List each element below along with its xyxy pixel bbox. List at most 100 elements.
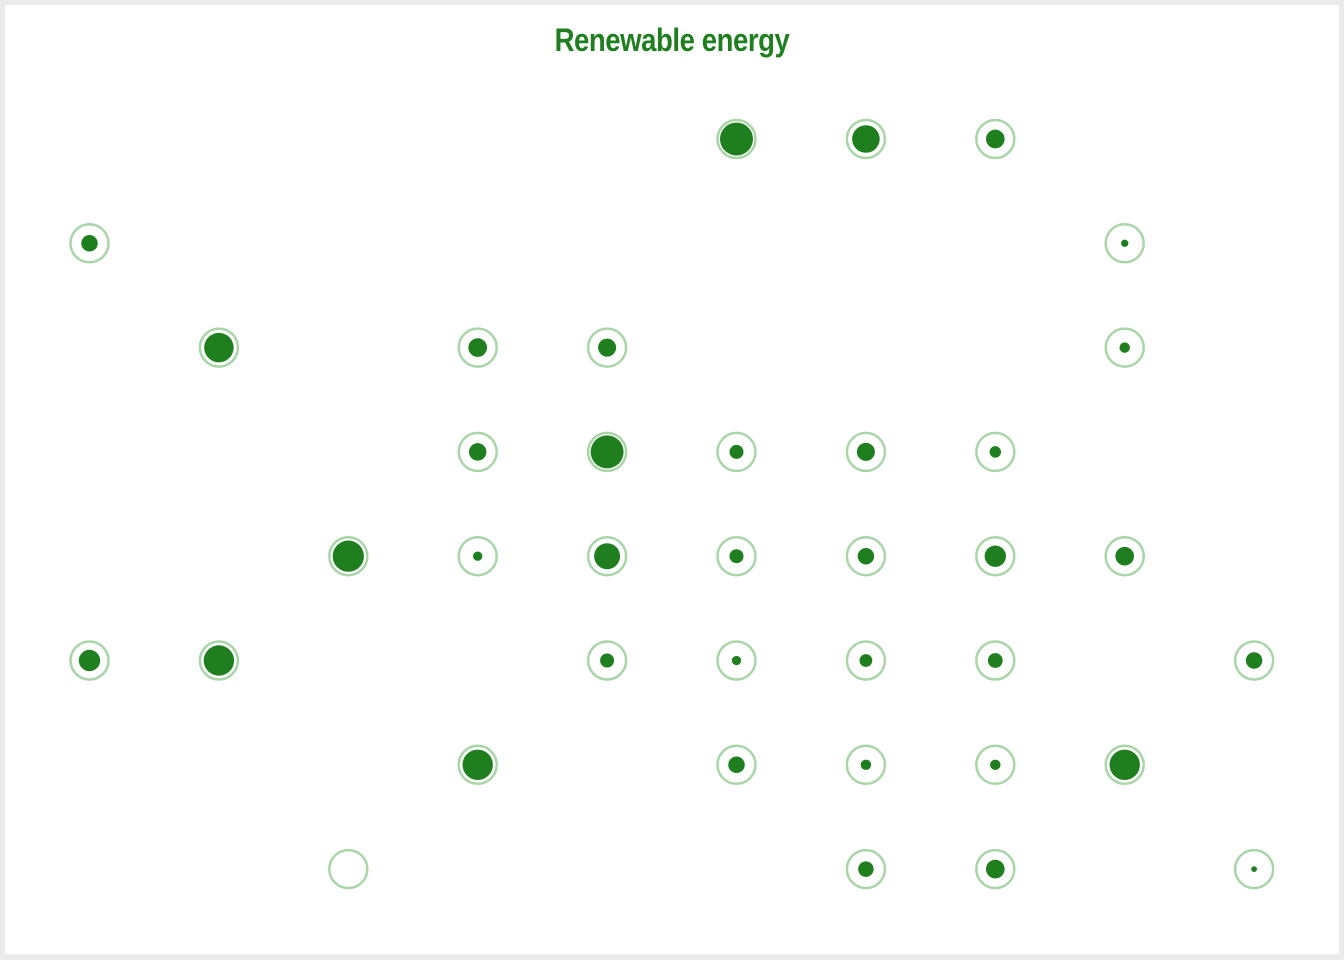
tile-ring xyxy=(586,327,628,368)
tile-ring xyxy=(1104,327,1145,368)
value-dot xyxy=(857,547,875,565)
tile-ring xyxy=(1104,223,1145,264)
value-dot xyxy=(858,861,874,877)
tile-point-6 xyxy=(457,327,498,368)
tile-ring xyxy=(845,848,887,890)
tile-ring xyxy=(716,744,757,786)
tile-point-26 xyxy=(975,640,1016,681)
tile-point-27 xyxy=(1233,640,1275,681)
tile-ring xyxy=(328,535,369,577)
tile-point-33 xyxy=(328,848,369,890)
tile-ring xyxy=(1104,744,1145,786)
tile-ring xyxy=(69,640,110,681)
value-dot xyxy=(332,540,364,572)
value-dot xyxy=(1245,652,1263,669)
value-dot xyxy=(984,545,1006,567)
tile-point-4 xyxy=(1104,223,1145,264)
value-dot xyxy=(729,444,744,459)
chart-frame xyxy=(5,5,1339,954)
value-dot xyxy=(468,443,487,461)
tile-point-20 xyxy=(1104,535,1145,577)
tile-ring xyxy=(975,118,1016,160)
tile-point-7 xyxy=(586,327,628,368)
tile-ring xyxy=(1233,640,1275,681)
tile-ring xyxy=(328,848,369,890)
tile-point-24 xyxy=(716,640,757,681)
tile-ring xyxy=(975,848,1016,890)
value-dot xyxy=(462,749,493,781)
value-dot xyxy=(728,756,745,774)
value-dot xyxy=(990,759,1001,771)
tile-ring xyxy=(975,640,1016,681)
tile-point-32 xyxy=(1104,744,1145,786)
tile-ring xyxy=(586,431,628,473)
value-dot xyxy=(1251,866,1257,872)
tile-point-23 xyxy=(586,640,628,681)
tile-ring xyxy=(1233,848,1275,890)
value-dot xyxy=(720,122,753,156)
tile-ring xyxy=(975,431,1016,473)
value-dot xyxy=(594,543,621,570)
tile-point-18 xyxy=(845,535,887,577)
value-dot xyxy=(859,654,873,667)
tile-point-17 xyxy=(716,535,757,577)
value-dot xyxy=(598,338,617,357)
tile-point-12 xyxy=(845,431,887,473)
tile-ring xyxy=(845,431,887,473)
tile-ring xyxy=(69,223,110,264)
tile-point-11 xyxy=(716,431,757,473)
tile-point-30 xyxy=(845,744,887,786)
tile-ring xyxy=(586,640,628,681)
tile-ring xyxy=(198,327,240,368)
chart-title: Renewable energy xyxy=(554,22,790,58)
tile-point-25 xyxy=(845,640,887,681)
value-dot xyxy=(473,551,483,561)
tile-ring xyxy=(975,535,1016,577)
tile-point-0 xyxy=(716,118,757,160)
tile-ring xyxy=(845,744,887,786)
value-dot xyxy=(856,442,875,461)
value-dot xyxy=(468,338,488,357)
value-dot xyxy=(731,655,742,666)
tile-ring xyxy=(457,327,498,368)
tile-ring xyxy=(716,535,757,577)
value-dot xyxy=(729,549,744,564)
tile-point-13 xyxy=(975,431,1016,473)
value-dot xyxy=(203,645,235,676)
tile-ring xyxy=(845,535,887,577)
value-dot xyxy=(1115,546,1135,566)
tile-ring xyxy=(975,744,1016,786)
value-dot xyxy=(1119,342,1130,353)
tile-point-21 xyxy=(69,640,110,681)
tile-ring xyxy=(457,744,498,786)
tile-ring xyxy=(716,118,757,160)
tile-point-22 xyxy=(198,640,240,681)
tile-point-14 xyxy=(328,535,369,577)
tile-point-35 xyxy=(975,848,1016,890)
value-dot xyxy=(600,653,615,668)
value-dot xyxy=(204,332,234,363)
tile-point-31 xyxy=(975,744,1016,786)
value-dot xyxy=(590,435,624,469)
tile-point-19 xyxy=(975,535,1016,577)
tile-point-1 xyxy=(845,118,887,160)
tile-point-10 xyxy=(586,431,628,473)
value-dot xyxy=(860,759,872,771)
value-dot xyxy=(1121,239,1129,247)
tile-point-8 xyxy=(1104,327,1145,368)
tile-point-9 xyxy=(457,431,498,473)
tile-point-29 xyxy=(716,744,757,786)
tile-ring xyxy=(586,535,628,577)
value-dot xyxy=(1109,749,1140,781)
tile-ring xyxy=(198,640,240,681)
tile-point-28 xyxy=(457,744,498,786)
tile-ring xyxy=(845,640,887,681)
tile-point-3 xyxy=(69,223,110,264)
tile-ring xyxy=(716,431,757,473)
tile-point-2 xyxy=(975,118,1016,160)
tile-ring xyxy=(457,535,498,577)
value-dot xyxy=(987,653,1003,668)
tile-point-34 xyxy=(845,848,887,890)
value-dot xyxy=(989,446,1002,458)
value-dot xyxy=(78,649,101,672)
